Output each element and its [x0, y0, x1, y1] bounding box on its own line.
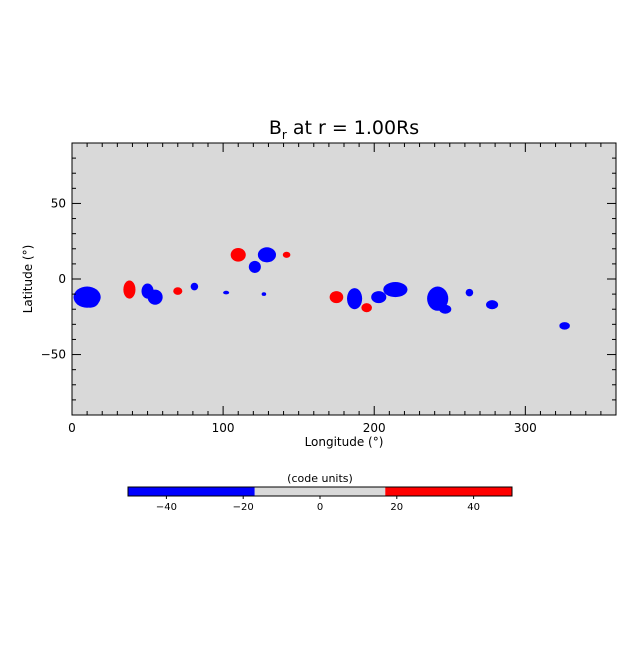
magnetic-regions [73, 247, 570, 330]
colorbar-label: (code units) [287, 472, 353, 485]
tick-labels: 0 100 200 300 −50 0 50 [41, 196, 537, 435]
colorbar-segment [254, 487, 386, 496]
colorbar-tick-label: 40 [467, 502, 480, 513]
chart-title: Br at r = 1.00Rs [269, 117, 419, 142]
negative-flux-region [190, 282, 199, 291]
negative-flux-region [371, 291, 387, 304]
y-tick-label: 0 [58, 272, 66, 286]
colorbar-tick-label: 20 [390, 502, 403, 513]
colorbar [127, 486, 513, 497]
y-tick-label: −50 [41, 348, 66, 362]
negative-flux-region [383, 282, 408, 298]
negative-flux-region [439, 304, 452, 314]
positive-flux-region [361, 303, 372, 313]
plot-frame [71, 142, 617, 416]
colorbar-tick-label: 0 [317, 502, 323, 513]
colorbar-segment [385, 487, 512, 496]
colorbar-ticks: −40 −20 0 20 40 [156, 496, 480, 513]
x-tick-label: 300 [514, 421, 537, 435]
negative-flux-region [257, 247, 276, 263]
positive-flux-region [329, 291, 344, 304]
negative-flux-region [427, 286, 449, 311]
negative-flux-region [486, 300, 499, 310]
positive-flux-region [173, 287, 183, 295]
negative-flux-region [465, 288, 474, 297]
colorbar-segment [128, 487, 255, 496]
negative-flux-region [223, 290, 230, 295]
positive-flux-region [230, 248, 246, 262]
y-axis-label: Latitude (°) [21, 245, 35, 314]
x-tick-label: 0 [68, 421, 76, 435]
x-axis-label: Longitude (°) [305, 435, 384, 449]
x-tick-label: 200 [363, 421, 386, 435]
positive-flux-region [282, 251, 291, 258]
negative-flux-region [559, 322, 570, 330]
negative-flux-region [347, 288, 363, 310]
y-tick-label: 50 [51, 196, 66, 210]
x-tick-label: 100 [212, 421, 235, 435]
negative-flux-region [261, 292, 267, 296]
colorbar-tick-label: −20 [233, 502, 254, 513]
plot-area [72, 143, 616, 415]
positive-flux-region [123, 280, 136, 299]
colorbar-tick-label: −40 [156, 502, 177, 513]
negative-flux-region [81, 292, 100, 308]
negative-flux-region [248, 260, 261, 273]
negative-flux-region [147, 289, 163, 305]
